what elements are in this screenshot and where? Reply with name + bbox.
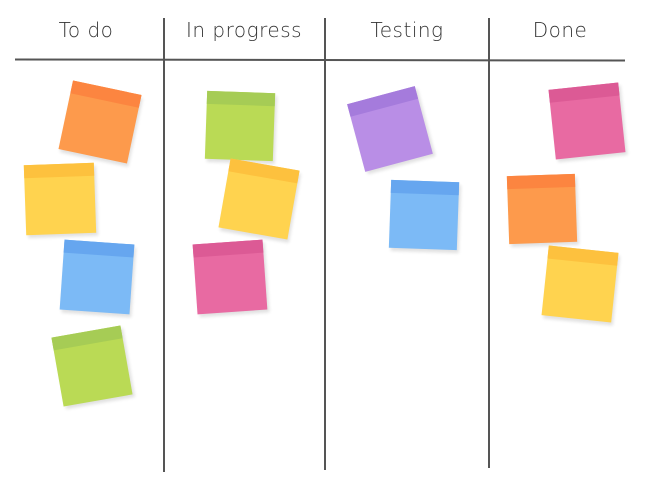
sticky-note[interactable] bbox=[388, 179, 460, 251]
sticky-note-adhesive-strip bbox=[548, 82, 620, 103]
column-header-done: Done bbox=[532, 18, 588, 42]
sticky-note[interactable] bbox=[204, 90, 276, 162]
sticky-note-adhesive-strip bbox=[390, 179, 460, 196]
sticky-note-adhesive-strip bbox=[70, 80, 142, 108]
sticky-note-adhesive-strip bbox=[51, 325, 123, 351]
sticky-note-adhesive-strip bbox=[206, 90, 276, 107]
sticky-note-adhesive-strip bbox=[192, 239, 264, 258]
column-divider bbox=[488, 18, 490, 468]
column-header-in-progress: In progress bbox=[185, 18, 303, 42]
column-divider bbox=[163, 18, 165, 472]
sticky-note-adhesive-strip bbox=[63, 239, 135, 258]
sticky-note[interactable] bbox=[192, 239, 268, 315]
sticky-note[interactable] bbox=[23, 162, 97, 236]
sticky-note[interactable] bbox=[51, 325, 133, 407]
sticky-note-adhesive-strip bbox=[23, 162, 95, 179]
column-header-testing: Testing bbox=[370, 18, 444, 42]
sticky-note[interactable] bbox=[548, 82, 626, 160]
sticky-note[interactable] bbox=[58, 80, 142, 164]
sticky-note-adhesive-strip bbox=[547, 245, 619, 266]
sticky-note[interactable] bbox=[506, 173, 578, 245]
sticky-note[interactable] bbox=[59, 239, 135, 315]
column-divider bbox=[324, 18, 326, 470]
sticky-note-adhesive-strip bbox=[228, 158, 300, 184]
sticky-note[interactable] bbox=[218, 158, 300, 240]
header-divider bbox=[14, 58, 626, 62]
sticky-note-adhesive-strip bbox=[347, 86, 419, 117]
column-header-to-do: To do bbox=[58, 18, 114, 42]
sticky-note-adhesive-strip bbox=[506, 173, 576, 190]
sticky-note[interactable] bbox=[541, 245, 619, 323]
sticky-note[interactable] bbox=[347, 86, 433, 172]
